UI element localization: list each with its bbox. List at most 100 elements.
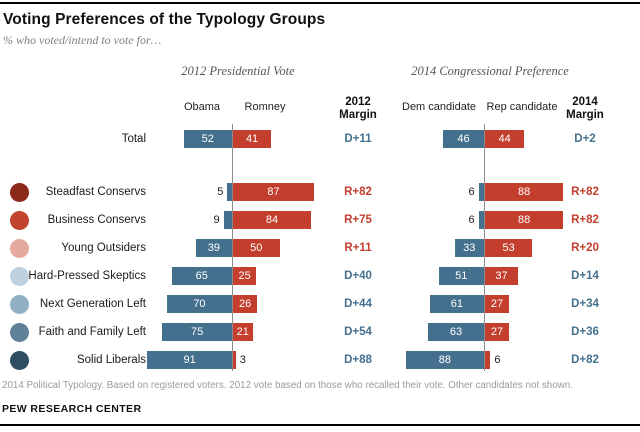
bar-value: 75	[191, 326, 204, 338]
bar-value: 84	[265, 214, 279, 226]
margin-value-2014: R+82	[571, 214, 599, 226]
bar-value: 6	[494, 354, 501, 366]
margin-value-2014: D+14	[571, 270, 599, 282]
bar-value: 39	[207, 242, 220, 254]
source-label: PEW RESEARCH CENTER	[2, 403, 142, 415]
bar-value: 5	[217, 186, 224, 198]
margin-value-2012: R+75	[344, 214, 372, 226]
group-dot-next-generation-left	[10, 294, 29, 314]
row-label: Solid Liberals	[76, 354, 146, 366]
rep-bar-2014: 37	[485, 267, 518, 285]
rep-bar-2014	[485, 351, 491, 369]
dem-bar-2012: 70	[166, 295, 232, 313]
row-label: Steadfast Conservs	[45, 186, 146, 198]
margin-value-2014: R+82	[571, 186, 599, 198]
row-label: Business Conservs	[47, 214, 146, 226]
bar-value: 63	[449, 326, 463, 338]
margin-header-year: 2014	[572, 96, 598, 108]
dem-bar-2012: 75	[162, 323, 232, 341]
column-header-2014-margin: 2014 Margin	[545, 96, 625, 122]
column-header-dem-candidate: Dem candidate	[402, 101, 476, 113]
dem-bar-2014: 33	[454, 239, 484, 257]
rep-bar-2014: 88	[485, 183, 564, 201]
column-header-obama: Obama	[183, 101, 221, 113]
chart-row-steadfast-conservs: Steadfast Conservs 5 87 R+82 6 88 R+82	[0, 182, 640, 202]
bar-value: 65	[195, 270, 208, 282]
chart-row-faith-and-family-left: Faith and Family Left 75 21 D+54 63 27 D+36	[0, 322, 640, 342]
group-dot-young-outsiders	[10, 238, 29, 258]
dem-bar-2012	[223, 211, 232, 229]
group-dot-business-conservs	[10, 210, 29, 230]
bar-value: 52	[201, 133, 214, 145]
bar-value: 88	[438, 354, 451, 366]
bar-value: 37	[495, 270, 508, 282]
group-dot-solid-liberals	[10, 350, 29, 370]
axis-line-2012	[232, 124, 233, 371]
bar-value: 87	[267, 186, 280, 198]
rep-bar-2012	[233, 351, 236, 369]
dem-bar-2014	[478, 211, 484, 229]
rep-bar-2014: 44	[485, 130, 525, 148]
rep-bar-2012: 50	[233, 239, 280, 257]
bar-value: 61	[450, 298, 463, 310]
chart-row-total: Total 52 41 D+11 46 44 D+2	[0, 129, 640, 149]
rep-bar-2012: 21	[233, 323, 253, 341]
margin-value-2012: R+82	[344, 186, 372, 198]
chart-row-business-conservs: Business Conservs 9 84 R+75 6 88 R+82	[0, 210, 640, 230]
rep-bar-2012: 84	[233, 211, 312, 229]
group-dot-steadfast-conservs	[10, 182, 29, 202]
bar-value: 46	[457, 133, 470, 145]
rep-bar-2014: 53	[485, 239, 533, 257]
rep-bar-2012: 87	[233, 183, 314, 201]
row-label: Total	[121, 133, 146, 145]
bar-value: 53	[502, 242, 515, 254]
bar-value: 33	[463, 242, 476, 254]
dem-bar-2014: 51	[438, 267, 484, 285]
bar-value: 27	[490, 326, 504, 338]
margin-value-2014: D+2	[574, 133, 596, 145]
rep-bar-2014: 27	[485, 295, 510, 313]
chart-subtitle: % who voted/intend to vote for…	[3, 33, 162, 47]
dem-bar-2014: 88	[405, 351, 484, 369]
margin-value-2012: R+11	[344, 242, 372, 254]
dem-bar-2012: 39	[195, 239, 232, 257]
rep-bar-2014: 88	[485, 211, 564, 229]
group-dot-faith-and-family-left	[10, 322, 29, 342]
dem-bar-2012: 91	[147, 351, 232, 369]
row-label: Faith and Family Left	[38, 326, 146, 338]
chart-row-next-generation-left: Next Generation Left 70 26 D+44 61 27 D+34	[0, 294, 640, 314]
panel-title-2012: 2012 Presidential Vote	[181, 64, 295, 78]
margin-value-2012: D+40	[344, 270, 372, 282]
bar-value: 91	[183, 354, 196, 366]
bar-value: 70	[193, 298, 206, 310]
top-rule	[0, 2, 640, 4]
footnote: 2014 Political Typology. Based on regist…	[2, 380, 573, 391]
margin-value-2012: D+88	[344, 354, 372, 366]
margin-header-word: Margin	[339, 109, 377, 121]
margin-value-2012: D+11	[344, 133, 372, 145]
margin-value-2014: D+82	[571, 354, 599, 366]
dem-bar-2012	[227, 183, 232, 201]
bar-value: 41	[245, 133, 259, 145]
bar-value: 88	[518, 186, 531, 198]
dem-bar-2014: 46	[443, 130, 484, 148]
bar-value: 3	[239, 354, 246, 366]
margin-value-2014: D+34	[571, 298, 599, 310]
chart-row-hard-pressed-skeptics: Hard-Pressed Skeptics 65 25 D+40 51 37 D+14	[0, 266, 640, 286]
margin-header-word: Margin	[566, 109, 604, 121]
margin-value-2014: R+20	[571, 242, 599, 254]
row-label: Next Generation Left	[39, 298, 146, 310]
bar-value: 27	[490, 298, 504, 310]
bottom-rule	[0, 424, 640, 426]
bar-value: 9	[213, 214, 220, 226]
chart-row-solid-liberals: Solid Liberals 91 3 D+88 88 6 D+82	[0, 350, 640, 370]
panel-title-2014: 2014 Congressional Preference	[411, 64, 569, 78]
rep-bar-2012: 41	[233, 130, 272, 148]
margin-value-2012: D+44	[344, 298, 372, 310]
rep-bar-2014: 27	[485, 323, 510, 341]
bar-value: 6	[468, 214, 475, 226]
rep-bar-2012: 25	[233, 267, 257, 285]
margin-value-2014: D+36	[571, 326, 599, 338]
column-header-romney: Romney	[244, 101, 286, 113]
